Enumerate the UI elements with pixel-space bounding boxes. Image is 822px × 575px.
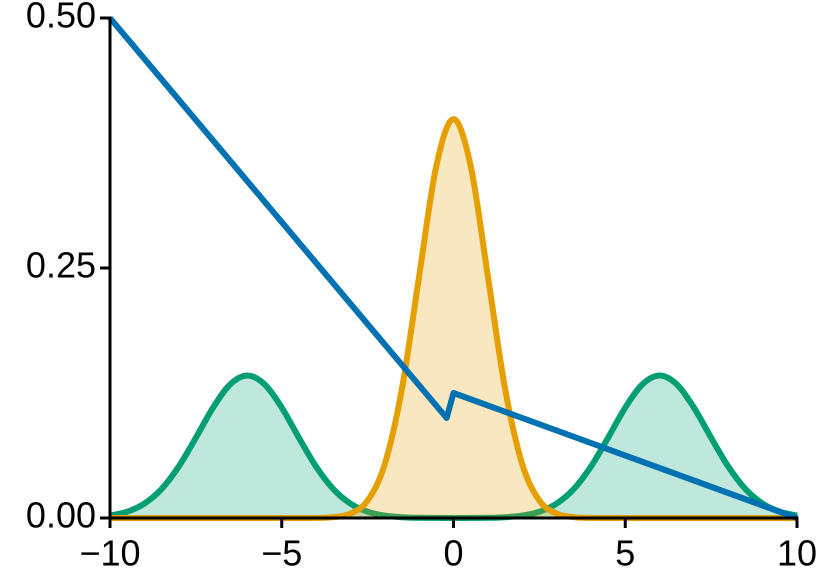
x-tick-label: −10 — [79, 533, 140, 574]
y-tick-label: 0.50 — [26, 0, 96, 36]
x-tick-label: −5 — [261, 533, 302, 574]
x-tick-label: 0 — [443, 533, 463, 574]
area — [110, 119, 797, 519]
line — [107, 16, 799, 521]
x-tick-label: 5 — [615, 533, 635, 574]
x-tick-label: 10 — [777, 533, 817, 574]
y-tick-label: 0.00 — [26, 495, 96, 536]
y-tick-label: 0.25 — [26, 245, 96, 286]
